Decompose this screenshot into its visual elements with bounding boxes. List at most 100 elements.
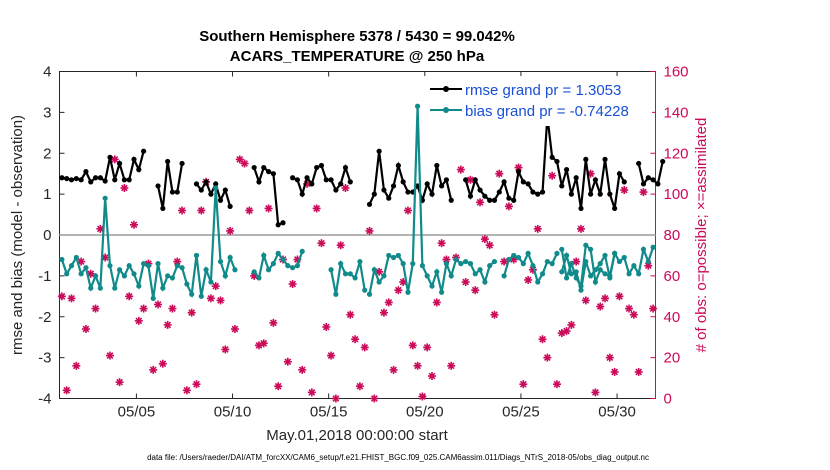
obs-marker	[312, 204, 321, 213]
rmse-point	[222, 187, 228, 193]
obs-marker-stroke	[284, 358, 292, 366]
obs-marker-stroke	[592, 388, 599, 396]
obs-marker	[105, 351, 114, 360]
obs-marker-stroke	[197, 207, 205, 214]
rmse-point	[126, 177, 132, 183]
rmse-point	[395, 162, 401, 169]
obs-marker	[572, 257, 581, 266]
obs-marker-stroke	[563, 327, 570, 335]
obs-marker-stroke	[577, 225, 585, 233]
rmse-point	[448, 197, 454, 203]
obs-marker-stroke	[269, 319, 277, 327]
bias-point	[390, 254, 397, 261]
obs-marker-stroke	[260, 339, 268, 347]
y-tick-label-left: 4	[43, 64, 51, 81]
bias-point	[626, 271, 632, 277]
obs-marker	[485, 241, 494, 250]
bias-point	[578, 283, 584, 289]
rmse-point	[592, 177, 599, 183]
rmse-point	[616, 171, 623, 177]
obs-marker	[442, 255, 451, 264]
rmse-point	[429, 191, 435, 197]
rmse-point	[59, 175, 65, 181]
obs-marker	[139, 304, 148, 313]
obs-marker-stroke	[193, 380, 200, 388]
obs-marker-stroke	[332, 395, 340, 402]
bias-point	[256, 275, 262, 281]
rmse-point	[131, 156, 137, 162]
obs-marker	[322, 322, 331, 331]
obs-marker-stroke	[274, 382, 282, 390]
bias-point	[126, 263, 132, 269]
y-tick-label-left: 2	[43, 145, 51, 162]
x-tick-label: 05/05	[118, 404, 156, 421]
legend-bias-label: bias grand pr = -0.74228	[465, 103, 629, 120]
rmse-point	[275, 222, 281, 228]
bias-point	[92, 273, 99, 279]
y-tick-label-right: 100	[664, 186, 689, 203]
rmse-point	[102, 178, 108, 184]
obs-marker	[163, 320, 172, 329]
obs-marker-stroke	[120, 184, 128, 192]
rmse-point	[270, 171, 276, 177]
obs-marker	[158, 359, 167, 368]
y-tick-label-right: 80	[664, 227, 681, 244]
obs-marker	[288, 280, 297, 289]
obs-marker-stroke	[423, 344, 431, 351]
obs-marker-stroke	[159, 360, 167, 368]
obs-marker-stroke	[635, 368, 643, 376]
bias-point	[439, 289, 445, 295]
obs-marker	[533, 224, 542, 233]
obs-marker	[57, 292, 66, 301]
obs-marker	[591, 388, 600, 397]
obs-marker	[437, 239, 446, 248]
rmse-point	[602, 156, 608, 162]
rmse-point	[612, 205, 618, 212]
obs-marker	[269, 318, 278, 327]
obs-marker-stroke	[236, 155, 244, 163]
bias-point	[467, 261, 474, 267]
obs-marker	[216, 296, 225, 305]
bias-point	[539, 271, 546, 277]
bias-point	[362, 287, 368, 293]
bias-point	[559, 246, 565, 252]
obs-marker-stroke	[529, 266, 537, 274]
legend-rmse-label: rmse grand pr = 1.3053	[465, 82, 621, 99]
rmse-point	[520, 179, 526, 185]
rmse-point	[116, 160, 123, 167]
rmse-point	[655, 181, 661, 187]
obs-marker	[375, 267, 384, 276]
bias-point	[592, 279, 599, 285]
obs-marker	[149, 365, 158, 374]
rmse-point	[338, 181, 344, 187]
obs-marker-stroke	[361, 344, 369, 351]
bias-point	[443, 261, 450, 267]
obs-marker	[327, 351, 336, 360]
rmse-point	[434, 162, 440, 169]
y-tick-label-right: 160	[664, 64, 689, 81]
obs-marker-stroke	[322, 323, 330, 331]
rmse-point	[530, 189, 536, 195]
rmse-point	[342, 164, 349, 171]
obs-marker	[615, 292, 624, 301]
bias-point	[453, 256, 459, 263]
bias-point	[544, 258, 550, 265]
obs-marker-stroke	[318, 239, 325, 247]
bias-point	[487, 263, 493, 269]
bias-point	[145, 263, 152, 269]
obs-marker	[120, 183, 129, 192]
obs-marker-stroke	[337, 241, 345, 249]
rmse-point	[309, 181, 315, 187]
rmse-point	[515, 169, 522, 175]
obs-marker-stroke	[183, 386, 191, 394]
obs-marker-stroke	[524, 276, 532, 284]
bias-point	[563, 252, 570, 259]
bias-point	[347, 271, 353, 277]
obs-marker-stroke	[548, 172, 556, 180]
rmse-point	[261, 164, 267, 171]
bias-point	[645, 258, 651, 265]
bias-point	[491, 258, 498, 265]
bias-point	[208, 279, 214, 285]
obs-marker-stroke	[173, 258, 181, 265]
bias-point	[583, 242, 589, 248]
